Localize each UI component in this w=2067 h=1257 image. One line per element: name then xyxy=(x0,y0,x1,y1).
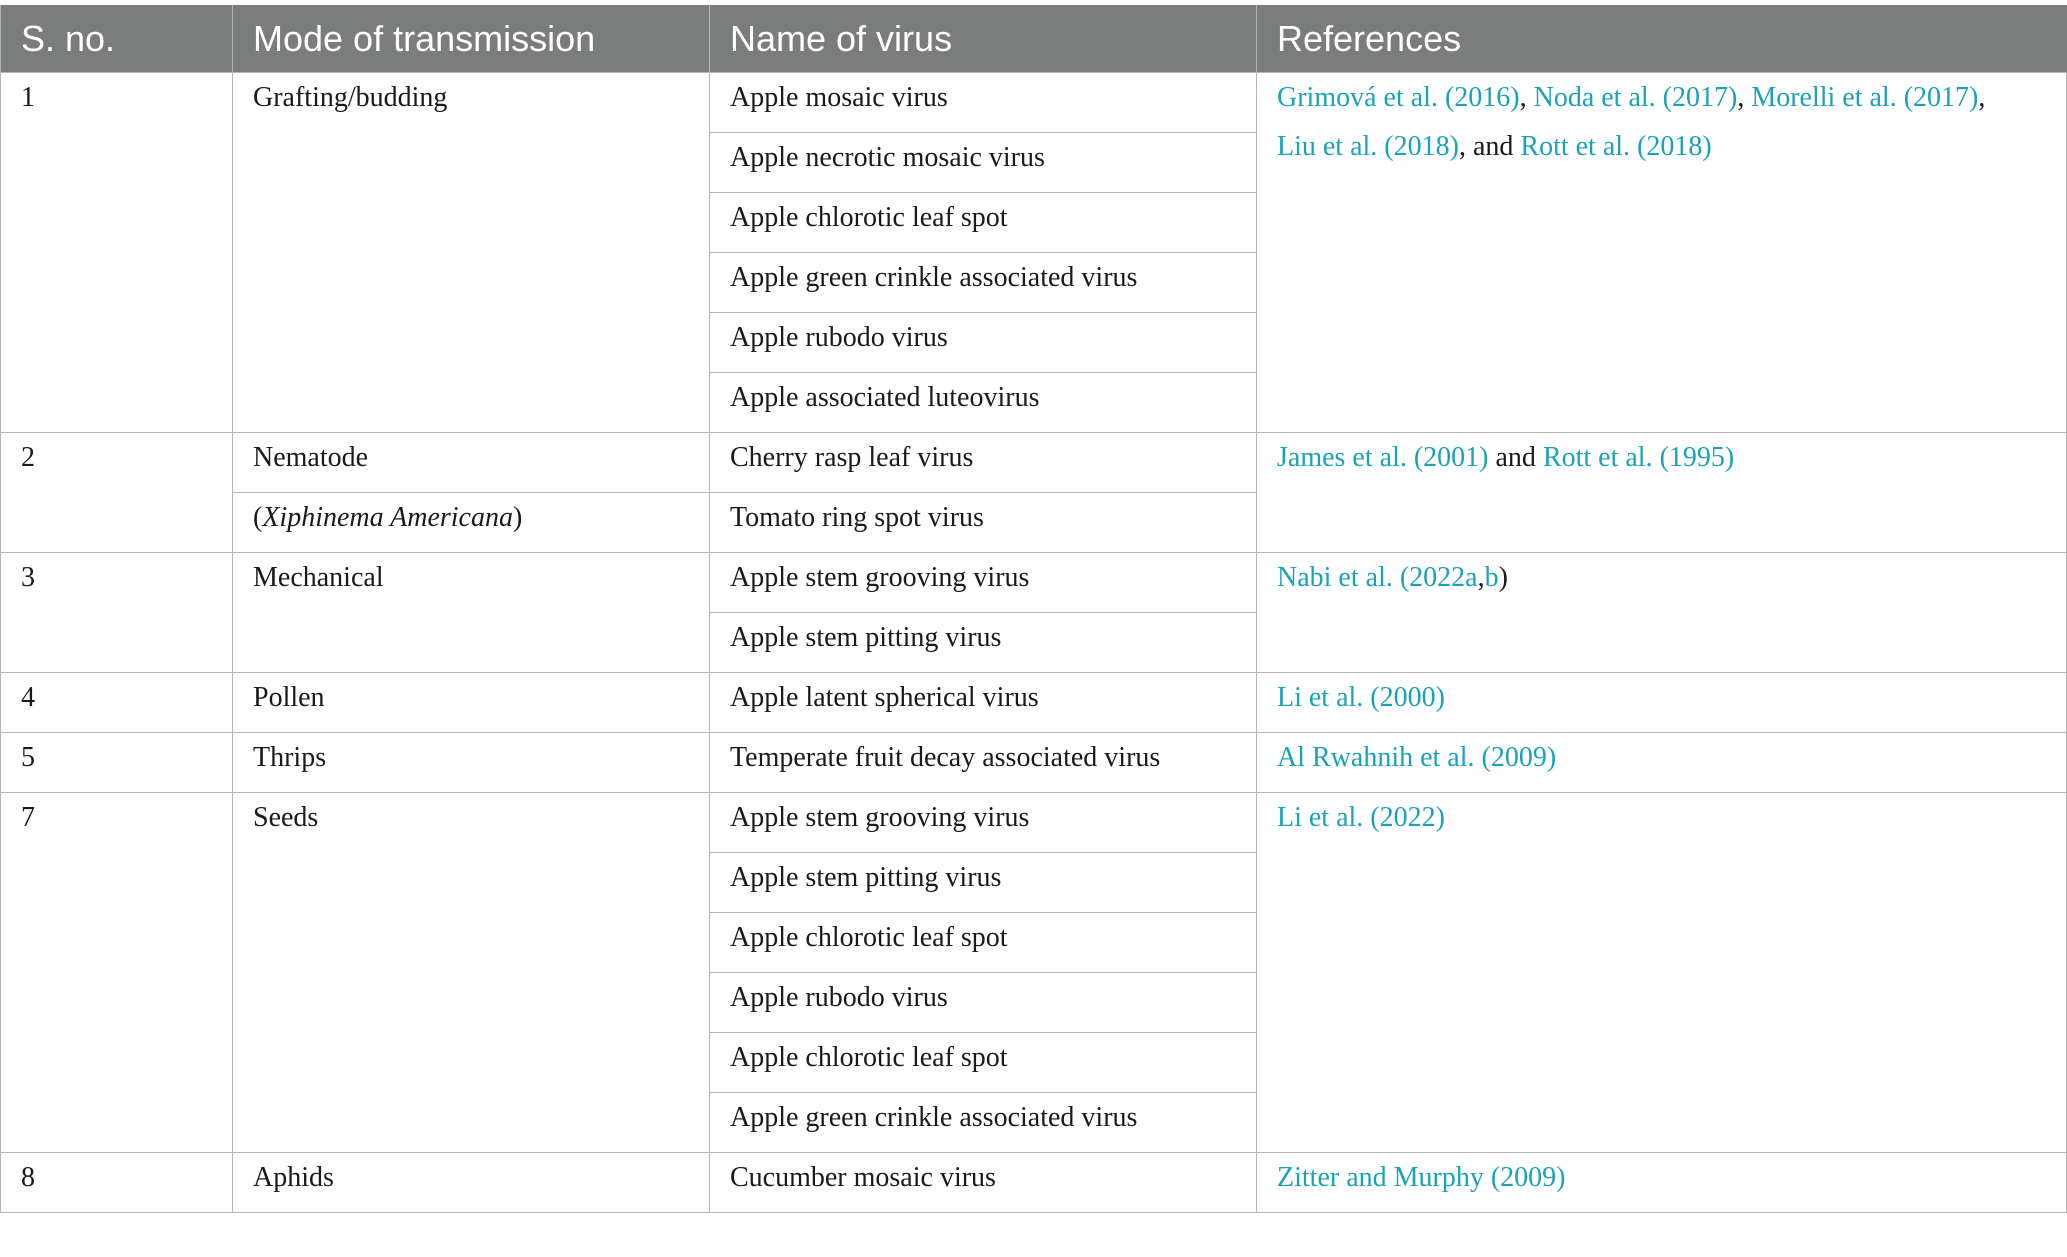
paren-close: ) xyxy=(513,502,523,533)
virus-cell: Tomato ring spot virus xyxy=(709,492,1257,553)
reference-link[interactable]: Al Rwahnih et al. (2009) xyxy=(1277,742,1557,773)
virus-cell: Apple rubodo virus xyxy=(709,972,1257,1033)
table-row: (Xiphinema Americana) Tomato ring spot v… xyxy=(1,492,2067,553)
reference-link[interactable]: Nabi et al. (2022a xyxy=(1277,562,1478,593)
table-row: 4 Pollen Apple latent spherical virus Li… xyxy=(0,672,2067,733)
table-row: Apple green crinkle associated virus xyxy=(1,252,2067,313)
virus-cell: Apple green crinkle associated virus xyxy=(709,1092,1257,1153)
virus-cell: Apple stem pitting virus xyxy=(709,852,1257,913)
mode-cell: Aphids xyxy=(232,1152,710,1213)
header-sno: S. no. xyxy=(0,5,233,73)
table-row: Apple chlorotic leaf spot xyxy=(1,1032,2067,1093)
reference-separator: , and xyxy=(1458,131,1521,162)
reference-link[interactable]: Liu et al. (2018) xyxy=(1277,131,1459,162)
sno-cell: 1 xyxy=(0,72,233,433)
virus-cell: Cherry rasp leaf virus xyxy=(709,432,1257,493)
virus-transmission-table: S. no. Mode of transmission Name of viru… xyxy=(0,5,2067,1213)
sno-cell: 2 xyxy=(0,432,233,553)
reference-link[interactable]: Noda et al. (2017) xyxy=(1533,82,1738,113)
mode-cell: Seeds xyxy=(232,792,710,1153)
reference-link[interactable]: Zitter and Murphy (2009) xyxy=(1277,1162,1566,1193)
table-row: Apple green crinkle associated virus xyxy=(1,1092,2067,1153)
reference-link[interactable]: b xyxy=(1484,562,1499,593)
sno-cell: 4 xyxy=(0,672,233,733)
species-name: Xiphinema Americana xyxy=(262,502,513,533)
sno-cell: 8 xyxy=(0,1152,233,1213)
table-row: 8 Aphids Cucumber mosaic virus Zitter an… xyxy=(0,1152,2067,1213)
reference-separator: and xyxy=(1488,442,1543,473)
mode-cell: Grafting/budding xyxy=(232,72,710,433)
references-cell: Al Rwahnih et al. (2009) xyxy=(1256,732,2067,793)
virus-cell: Apple stem grooving virus xyxy=(709,792,1257,853)
reference-link[interactable]: Morelli et al. (2017) xyxy=(1751,82,1979,113)
virus-cell: Apple rubodo virus xyxy=(709,312,1257,373)
reference-separator: , xyxy=(1519,82,1534,113)
table-row: 2 Nematode Cherry rasp leaf virus James … xyxy=(0,432,2067,553)
references-cell: James et al. (2001) and Rott et al. (199… xyxy=(1256,432,2067,553)
sno-cell: 7 xyxy=(0,792,233,1153)
mode-cell: Mechanical xyxy=(232,552,710,673)
mode-cell: Nematode xyxy=(232,432,710,493)
references-cell: Zitter and Murphy (2009) xyxy=(1256,1152,2067,1213)
header-row: S. no. Mode of transmission Name of viru… xyxy=(0,5,2067,73)
table-row: Apple necrotic mosaic virus xyxy=(1,132,2067,193)
virus-cell: Apple chlorotic leaf spot xyxy=(709,192,1257,253)
virus-cell: Cucumber mosaic virus xyxy=(709,1152,1257,1213)
mode-cell: Thrips xyxy=(232,732,710,793)
virus-cell: Apple associated luteovirus xyxy=(709,372,1257,433)
table-row: Apple stem pitting virus xyxy=(1,612,2067,673)
table-row: 5 Thrips Temperate fruit decay associate… xyxy=(0,732,2067,793)
references-cell: Nabi et al. (2022a,b) xyxy=(1256,552,2067,673)
virus-cell: Apple stem grooving virus xyxy=(709,552,1257,613)
reference-separator: ) xyxy=(1498,562,1508,593)
virus-cell: Apple chlorotic leaf spot xyxy=(709,912,1257,973)
virus-cell: Apple mosaic virus xyxy=(709,72,1257,133)
sno-cell: 3 xyxy=(0,552,233,673)
references-cell: Li et al. (2000) xyxy=(1256,672,2067,733)
virus-cell: Apple latent spherical virus xyxy=(709,672,1257,733)
reference-link[interactable]: James et al. (2001) xyxy=(1277,442,1489,473)
reference-separator: , xyxy=(1737,82,1752,113)
mode-cell: Pollen xyxy=(232,672,710,733)
reference-link[interactable]: Li et al. (2000) xyxy=(1277,682,1445,713)
table-row: Apple rubodo virus xyxy=(1,972,2067,1033)
reference-link[interactable]: Grimová et al. (2016) xyxy=(1277,82,1520,113)
mode-detail-cell: (Xiphinema Americana) xyxy=(232,492,710,553)
header-virus: Name of virus xyxy=(709,5,1257,73)
header-references: References xyxy=(1256,5,2067,73)
references-cell: Li et al. (2022) xyxy=(1256,792,2067,1153)
table-row: Apple chlorotic leaf spot xyxy=(1,192,2067,253)
table-row: 3 Mechanical Apple stem grooving virus N… xyxy=(0,552,2067,673)
virus-cell: Temperate fruit decay associated virus xyxy=(709,732,1257,793)
reference-separator: , xyxy=(1477,562,1485,593)
virus-cell: Apple green crinkle associated virus xyxy=(709,252,1257,313)
header-mode: Mode of transmission xyxy=(232,5,710,73)
paren-open: ( xyxy=(253,502,263,533)
sno-cell: 5 xyxy=(0,732,233,793)
table-row: Apple chlorotic leaf spot xyxy=(1,912,2067,973)
reference-link[interactable]: Li et al. (2022) xyxy=(1277,802,1445,833)
virus-cell: Apple necrotic mosaic virus xyxy=(709,132,1257,193)
table-row: 7 Seeds Apple stem grooving virus Li et … xyxy=(0,792,2067,1153)
table-row: 1 Grafting/budding Apple mosaic virus Gr… xyxy=(0,72,2067,433)
references-cell: Grimová et al. (2016), Noda et al. (2017… xyxy=(1256,72,2067,433)
reference-link[interactable]: Rott et al. (1995) xyxy=(1542,442,1735,473)
reference-separator: , xyxy=(1978,82,1986,113)
reference-link[interactable]: Rott et al. (2018) xyxy=(1520,131,1712,162)
virus-cell: Apple chlorotic leaf spot xyxy=(709,1032,1257,1093)
virus-cell: Apple stem pitting virus xyxy=(709,612,1257,673)
